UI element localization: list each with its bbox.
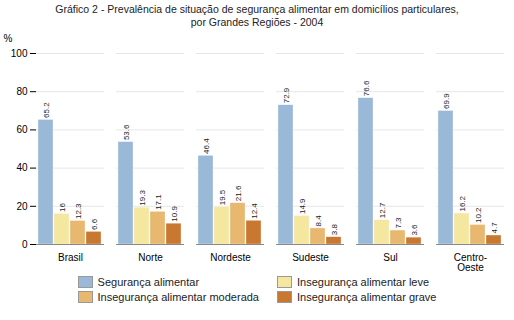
svg-text:12.3: 12.3 (74, 203, 83, 219)
svg-text:60: 60 (16, 124, 28, 135)
svg-text:Centro-Oeste: Centro-Oeste (454, 252, 487, 273)
svg-text:4.7: 4.7 (490, 222, 499, 234)
svg-text:53.6: 53.6 (122, 124, 131, 140)
html-text:Insegurança alimentar grave: Insegurança alimentar grave (297, 291, 437, 304)
svg-text:76.6: 76.6 (362, 80, 371, 96)
svg-text:10.2: 10.2 (474, 207, 483, 223)
svg-text:3.8: 3.8 (330, 224, 339, 236)
svg-text:16.2: 16.2 (458, 196, 467, 212)
svg-text:10.9: 10.9 (170, 206, 179, 222)
html-text:Segurança alimentar: Segurança alimentar (97, 276, 200, 289)
svg-text:7.3: 7.3 (394, 217, 403, 229)
html-text:Insegurança alimentar moderada: Insegurança alimentar moderada (97, 291, 259, 304)
svg-text:16: 16 (58, 203, 67, 212)
svg-text:6.6: 6.6 (90, 218, 99, 230)
svg-text:12.4: 12.4 (250, 203, 259, 219)
html-text:Insegurança alimentar leve: Insegurança alimentar leve (297, 276, 430, 289)
svg-text:3.6: 3.6 (410, 224, 419, 236)
svg-text:19.5: 19.5 (218, 189, 227, 205)
svg-text:40: 40 (16, 163, 28, 174)
svg-text:Sul: Sul (383, 252, 397, 263)
svg-text:20: 20 (16, 201, 28, 212)
svg-text:72.9: 72.9 (282, 87, 291, 103)
svg-text:12.7: 12.7 (378, 202, 387, 218)
svg-text:Brasil: Brasil (58, 252, 83, 263)
svg-text:14.9: 14.9 (298, 198, 307, 214)
svg-text:69.9: 69.9 (442, 93, 451, 109)
svg-text:Nordeste: Nordeste (210, 252, 251, 263)
svg-text:21.6: 21.6 (234, 185, 243, 201)
svg-text:100: 100 (11, 48, 28, 59)
svg-text:17.1: 17.1 (154, 194, 163, 210)
svg-text:0: 0 (22, 239, 28, 250)
svg-text:Norte: Norte (138, 252, 163, 263)
svg-text:8.4: 8.4 (314, 215, 323, 227)
svg-text:46.4: 46.4 (202, 138, 211, 154)
svg-text:65.2: 65.2 (42, 102, 51, 118)
html-text:Gráfico 2 - Prevalência de sit: Gráfico 2 - Prevalência de situação de s… (55, 3, 459, 29)
svg-text:Sudeste: Sudeste (292, 252, 329, 263)
svg-text:19.3: 19.3 (138, 190, 147, 206)
svg-text:80: 80 (16, 86, 28, 97)
svg-text:%: % (4, 33, 13, 44)
